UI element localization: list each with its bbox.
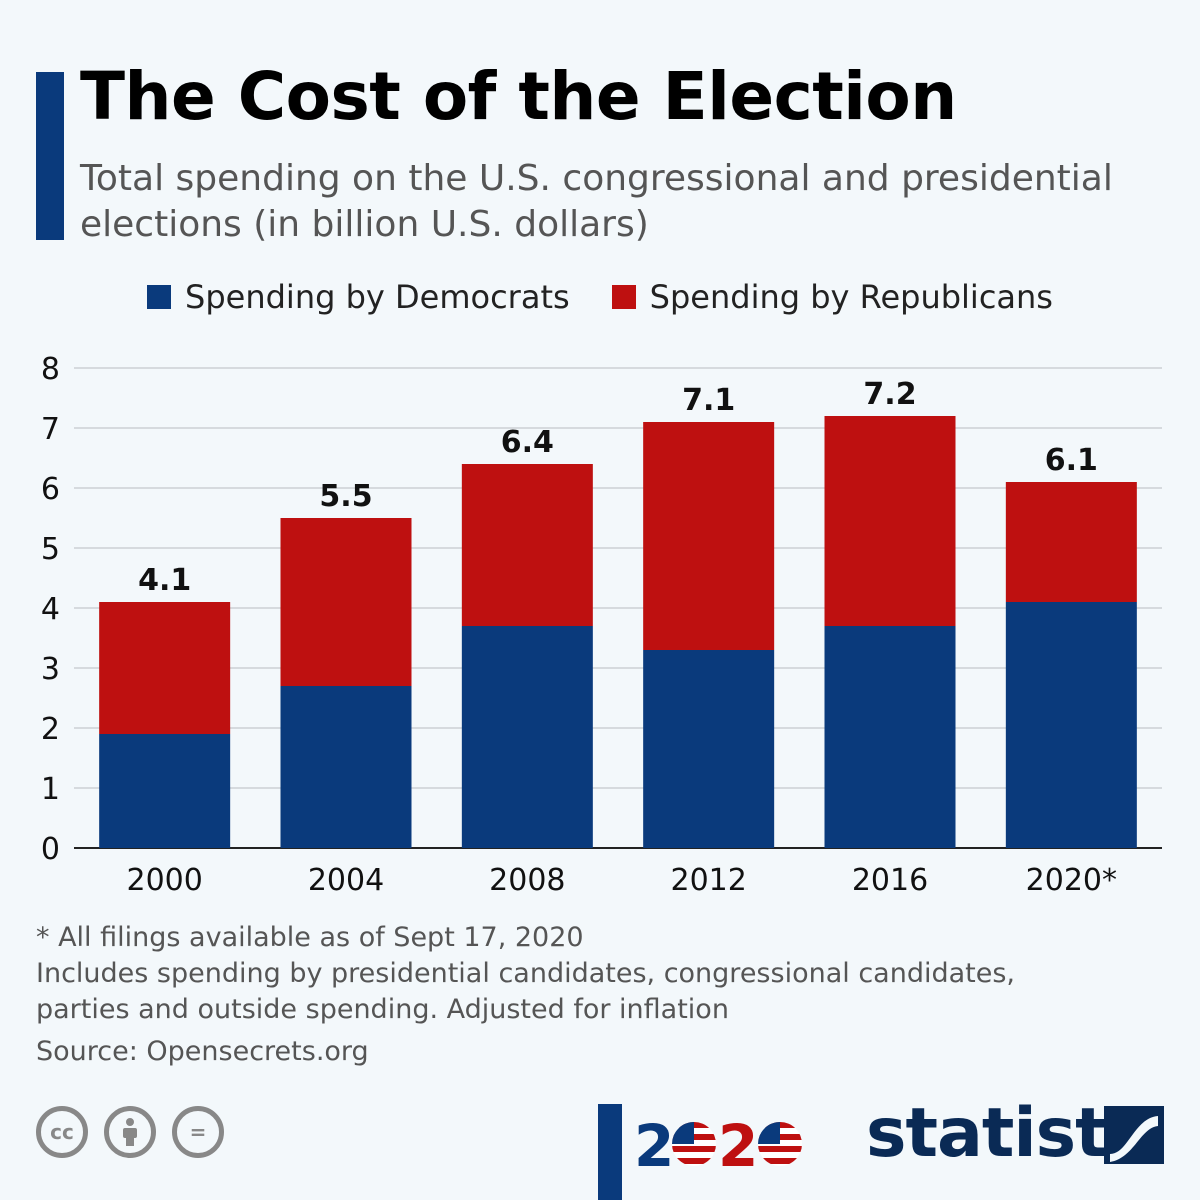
source-note: Source: Opensecrets.org — [36, 1036, 369, 1067]
svg-text:2: 2 — [718, 1112, 758, 1176]
y-tick-label-2: 2 — [41, 712, 60, 747]
includes-note-line-2: parties and outside spending. Adjusted f… — [36, 994, 729, 1025]
legend-item-democrats: Spending by Democrats — [147, 278, 570, 316]
y-tick-label-8: 8 — [41, 352, 60, 387]
y-tick-label-0: 0 — [41, 832, 60, 867]
bar-democrats-3 — [643, 650, 775, 848]
bar-democrats-4 — [824, 626, 956, 848]
legend-label-democrats: Spending by Democrats — [185, 278, 570, 316]
bar-republicans-3 — [643, 422, 775, 650]
bar-democrats-5 — [1005, 602, 1137, 848]
bar-republicans-1 — [280, 518, 412, 686]
page-title: The Cost of the Election — [80, 58, 957, 135]
legend-item-republicans: Spending by Republicans — [611, 278, 1053, 316]
bar-republicans-0 — [99, 602, 231, 734]
bar-democrats-1 — [280, 686, 412, 848]
x-tick-label-5: 2020* — [1026, 863, 1117, 898]
bar-republicans-2 — [461, 464, 593, 626]
y-tick-label-4: 4 — [41, 592, 60, 627]
x-tick-label-4: 2016 — [852, 863, 928, 898]
no-derivatives-icon-label: = — [189, 1120, 207, 1144]
title-accent-bar — [36, 72, 64, 240]
total-label-1: 5.5 — [319, 479, 372, 514]
total-label-3: 7.1 — [682, 383, 735, 418]
svg-text:2: 2 — [634, 1112, 674, 1176]
bar-republicans-4 — [824, 416, 956, 626]
legend-label-republicans: Spending by Republicans — [649, 278, 1053, 316]
chart-legend: Spending by Democrats Spending by Republ… — [0, 278, 1200, 316]
x-tick-label-2: 2008 — [489, 863, 565, 898]
total-label-4: 7.2 — [863, 377, 916, 412]
cc-icon[interactable]: cc — [36, 1106, 88, 1158]
stacked-bar-chart: 0 1 2 3 4 5 6 7 8 4.1 2000 5.5 2004 6.4 2008 7.1 2012 7.2… — [41, 352, 1162, 898]
includes-note-line-1: Includes spending by presidential candid… — [36, 958, 1016, 989]
attribution-icon[interactable] — [104, 1106, 156, 1158]
bar-democrats-0 — [99, 734, 231, 848]
legend-swatch-republicans — [611, 285, 636, 309]
chart-notes: * All filings available as of Sept 17, 2… — [36, 920, 1015, 1070]
y-tick-label-3: 3 — [41, 652, 60, 687]
total-label-2: 6.4 — [501, 425, 554, 460]
brand-accent-bar — [598, 1104, 622, 1200]
page-subtitle: Total spending on the U.S. congressional… — [80, 158, 1113, 245]
cc-icon-label: cc — [50, 1120, 74, 1144]
statista-logo-icon — [1104, 1106, 1164, 1164]
y-tick-label-6: 6 — [41, 472, 60, 507]
year-2020-logo: 2 2 — [634, 1112, 802, 1176]
bar-republicans-5 — [1005, 482, 1137, 602]
total-label-0: 4.1 — [138, 563, 191, 598]
legend-swatch-democrats — [147, 285, 172, 309]
license-icons: cc = — [36, 1106, 224, 1158]
x-tick-label-1: 2004 — [308, 863, 384, 898]
x-tick-label-3: 2012 — [670, 863, 746, 898]
person-icon — [123, 1118, 137, 1146]
y-tick-label-1: 1 — [41, 772, 60, 807]
x-tick-label-0: 2000 — [126, 863, 202, 898]
no-derivatives-icon[interactable]: = — [172, 1106, 224, 1158]
total-label-5: 6.1 — [1045, 443, 1098, 478]
bar-democrats-2 — [461, 626, 593, 848]
y-tick-label-5: 5 — [41, 532, 60, 567]
footnote: * All filings available as of Sept 17, 2… — [36, 922, 584, 953]
y-tick-label-7: 7 — [41, 412, 60, 447]
